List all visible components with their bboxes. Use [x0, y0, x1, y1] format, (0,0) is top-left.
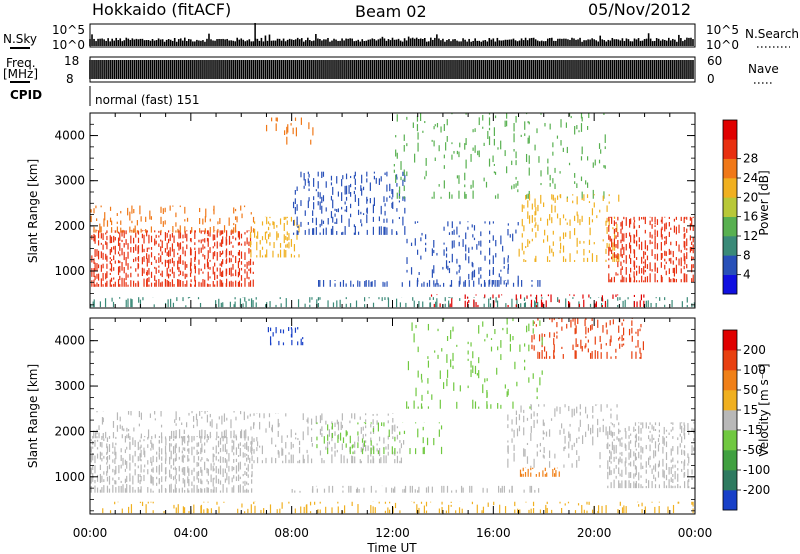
colorbar-frame	[722, 329, 738, 511]
y-tick-label: 3000	[54, 174, 85, 188]
noise-panel: N.Sky 10^5 10^0 10^5 10^0 N.Search	[3, 23, 799, 52]
freq-panel: Freq. [MHz] 18 8 60 0 Nave	[3, 54, 779, 86]
colorbar-tick-label: -100	[743, 463, 770, 477]
colorbar-swatch	[723, 490, 737, 511]
x-tick-label: 00:00	[678, 526, 713, 540]
colorbar-tick-label: 8	[743, 248, 751, 262]
colorbar-swatch	[723, 370, 737, 391]
colorbar-tick-label: 24	[743, 171, 758, 185]
colorbar-swatch	[723, 410, 737, 431]
x-tick-label: 08:00	[274, 526, 309, 540]
station-title: Hokkaido (fitACF)	[92, 0, 231, 19]
date-title: 05/Nov/2012	[588, 0, 691, 19]
power-ylabel: Slant Range [km]	[26, 159, 40, 263]
x-axis-label: Time UT	[366, 541, 417, 554]
colorbar-swatch	[723, 450, 737, 471]
colorbar-tick-label: 12	[743, 229, 758, 243]
colorbar-swatch	[723, 470, 737, 491]
colorbar-swatch	[723, 255, 737, 275]
colorbar-swatch	[723, 178, 737, 198]
colorbar-swatch	[723, 430, 737, 451]
colorbar-swatch	[723, 274, 737, 295]
colorbar-swatch	[723, 390, 737, 411]
noise-tick-right-top: 10^5	[706, 23, 739, 37]
y-tick-label: 1000	[54, 264, 85, 278]
beam-title: Beam 02	[355, 2, 427, 21]
y-tick-label: 4000	[54, 334, 85, 348]
power-panel: 1000 2000 3000 4000 Slant Range [km] 4 8 12 16…	[26, 112, 758, 309]
velocity-ylabel: Slant Range [km]	[26, 364, 40, 468]
colorbar-tick-label: 20	[743, 190, 758, 204]
y-tick-label: 3000	[54, 379, 85, 393]
x-tick-label: 16:00	[476, 526, 511, 540]
power-colorbar-label: Power [dB]	[757, 170, 771, 235]
y-tick-label: 2000	[54, 219, 85, 233]
colorbar-tick-label: 100	[743, 363, 766, 377]
power-plot-area	[90, 113, 695, 308]
colorbar-tick-label: 200	[743, 343, 766, 357]
colorbar-swatch	[723, 216, 737, 237]
colorbar-tick-label: -50	[743, 443, 763, 457]
x-tick-label: 12:00	[375, 526, 410, 540]
x-tick-label: 00:00	[73, 526, 108, 540]
y-tick-label: 2000	[54, 424, 85, 438]
colorbar-tick-label: 16	[743, 210, 758, 224]
nave-tick-bottom: 0	[707, 72, 715, 86]
colorbar-tick-label: -200	[743, 483, 770, 497]
freq-tick-top: 18	[64, 54, 79, 68]
noise-tick-left-bottom: 10^0	[52, 38, 85, 52]
nave-tick-top: 60	[707, 54, 722, 68]
y-tick-label: 4000	[54, 129, 85, 143]
colorbar-tick-label: 28	[743, 152, 758, 166]
colorbar-swatch	[723, 158, 737, 179]
nsearch-label: N.Search	[745, 27, 799, 41]
colorbar-swatch	[723, 120, 737, 140]
cpid-label: CPID	[10, 88, 42, 102]
cpid-text: normal (fast) 151	[95, 93, 199, 107]
colorbar-frame	[722, 119, 738, 295]
noise-tick-right-bottom: 10^0	[706, 38, 739, 52]
colorbar-tick-label: 50	[743, 383, 758, 397]
y-tick-label: 1000	[54, 470, 85, 484]
noise-tick-left-top: 10^5	[52, 23, 85, 37]
velocity-panel: 1000 2000 3000 4000 Slant Range [km] 200 100…	[26, 317, 770, 515]
colorbar-tick-label: 15	[743, 403, 758, 417]
velocity-colorbar-label: Velocity [m s⁻¹]	[757, 363, 771, 456]
colorbar-tick-label: 4	[743, 268, 751, 282]
colorbar-swatch	[723, 139, 737, 159]
freq-unit-label: [MHz]	[3, 67, 38, 81]
freq-label: Freq.	[6, 56, 36, 70]
colorbar-tick-label: -15	[743, 423, 763, 437]
colorbar-swatch	[723, 330, 737, 351]
colorbar-swatch	[723, 350, 737, 371]
velocity-plot-area	[90, 318, 695, 514]
nsky-label: N.Sky	[3, 32, 37, 46]
colorbar-swatch	[723, 197, 737, 217]
x-tick-label: 04:00	[174, 526, 209, 540]
colorbar-swatch	[723, 236, 737, 256]
nave-label: Nave	[748, 62, 779, 76]
freq-tick-bottom: 8	[66, 72, 74, 86]
x-tick-label: 20:00	[577, 526, 612, 540]
